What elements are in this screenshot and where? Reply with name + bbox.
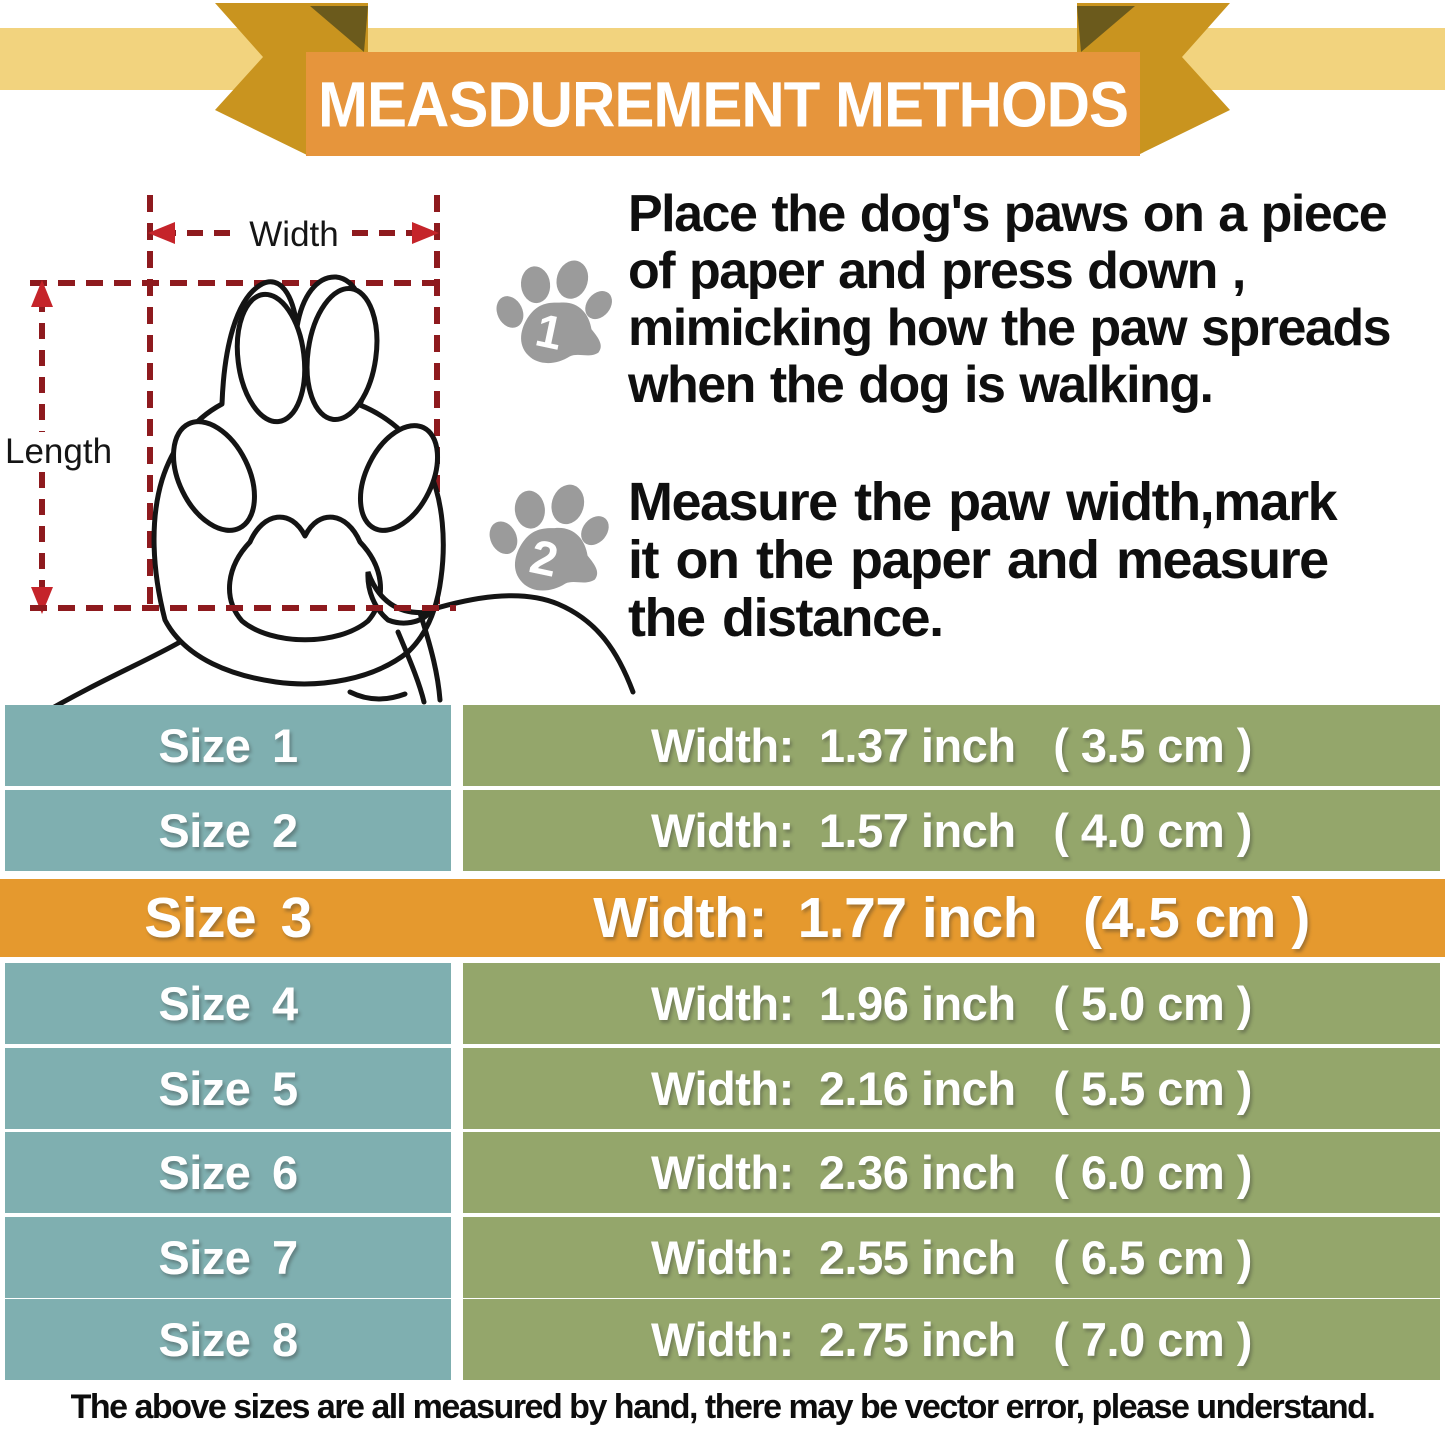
- size-cell: Size 5: [5, 1048, 451, 1129]
- instruction-line: Measure the paw width,mark: [628, 472, 1338, 532]
- table-row: Size 1 Width: 1.37 inch ( 3.5 cm ): [0, 705, 1445, 786]
- instruction-line: Place the dog's paws on a piece: [628, 185, 1388, 243]
- arrow-right-icon: [412, 222, 439, 244]
- width-cell: Width: 1.96 inch ( 5.0 cm ): [463, 963, 1440, 1044]
- size-cell: Size 6: [5, 1132, 451, 1213]
- instruction-line: of paper and press down ,: [628, 242, 1246, 300]
- step-2-instructions: Measure the paw width,mark it on the pap…: [628, 472, 1338, 648]
- arrow-left-icon: [148, 222, 175, 244]
- arrow-up-icon: [31, 280, 53, 307]
- size-cell: Size 3: [144, 886, 312, 950]
- instruction-line: mimicking how the paw spreads: [628, 299, 1392, 357]
- table-row: Size 6 Width: 2.36 inch ( 6.0 cm ): [0, 1132, 1445, 1213]
- width-cell: Width: 1.77 inch (4.5 cm ): [593, 886, 1310, 950]
- width-cell: Width: 2.36 inch ( 6.0 cm ): [463, 1132, 1440, 1213]
- ribbon-banner: [0, 3, 1445, 156]
- size-cell: Size 7: [5, 1217, 451, 1298]
- width-cell: Width: 2.75 inch ( 7.0 cm ): [463, 1299, 1440, 1380]
- table-row: Size 8 Width: 2.75 inch ( 7.0 cm ): [0, 1299, 1445, 1380]
- length-arrow: Length: [5, 280, 112, 614]
- arrow-down-icon: [31, 587, 53, 614]
- width-cell: Width: 2.16 inch ( 5.5 cm ): [463, 1048, 1440, 1129]
- toe-pad: [234, 291, 308, 425]
- instruction-line: the distance.: [628, 588, 944, 648]
- width-cell: Width: 1.57 inch ( 4.0 cm ): [463, 790, 1440, 871]
- size-cell: Size 8: [5, 1299, 451, 1380]
- size-cell: Size 2: [5, 790, 451, 871]
- table-row: Size 7 Width: 2.55 inch ( 6.5 cm ): [0, 1217, 1445, 1298]
- width-cell: Width: 1.37 inch ( 3.5 cm ): [463, 705, 1440, 786]
- ribbon-fold-right: [1077, 6, 1135, 52]
- size-cell: Size 4: [5, 963, 451, 1044]
- ribbon-fold-left: [310, 6, 368, 52]
- instruction-line: it on the paper and measure: [628, 530, 1329, 590]
- palm-pad: [227, 514, 383, 643]
- size-cell: Size 1: [5, 705, 451, 786]
- paw-step-icon-1: 1: [496, 260, 612, 364]
- toe-pad: [357, 423, 441, 533]
- instruction-line: when the dog is walking.: [628, 356, 1214, 414]
- table-row: Size 2 Width: 1.57 inch ( 4.0 cm ): [0, 790, 1445, 871]
- table-row: Size 5 Width: 2.16 inch ( 5.5 cm ): [0, 1048, 1445, 1129]
- table-row-highlighted: Size 3 Width: 1.77 inch (4.5 cm ): [0, 879, 1445, 957]
- width-arrow: Width: [148, 215, 439, 254]
- width-cell: Width: 2.55 inch ( 6.5 cm ): [463, 1217, 1440, 1298]
- step-1-instructions: Place the dog's paws on a piece of paper…: [628, 185, 1392, 414]
- paw-step-icon-2: 2: [489, 484, 609, 591]
- table-row: Size 4 Width: 1.96 inch ( 5.0 cm ): [0, 963, 1445, 1044]
- toe-pad: [304, 285, 380, 423]
- toe-pad: [171, 419, 257, 533]
- paw-measurement-diagram: Length Width: [5, 195, 636, 721]
- page-title: MEASDUREMENT METHODS: [317, 68, 1129, 140]
- length-label: Length: [5, 432, 112, 471]
- width-label: Width: [249, 215, 338, 254]
- footer-note: The above sizes are all measured by hand…: [70, 1388, 1376, 1426]
- banner-plate: [306, 52, 1140, 156]
